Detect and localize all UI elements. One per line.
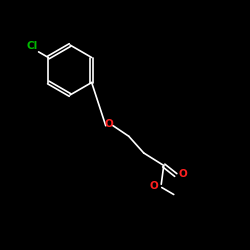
- Text: Cl: Cl: [26, 40, 37, 50]
- Text: O: O: [150, 181, 159, 191]
- Text: O: O: [104, 119, 113, 129]
- Text: O: O: [179, 169, 188, 179]
